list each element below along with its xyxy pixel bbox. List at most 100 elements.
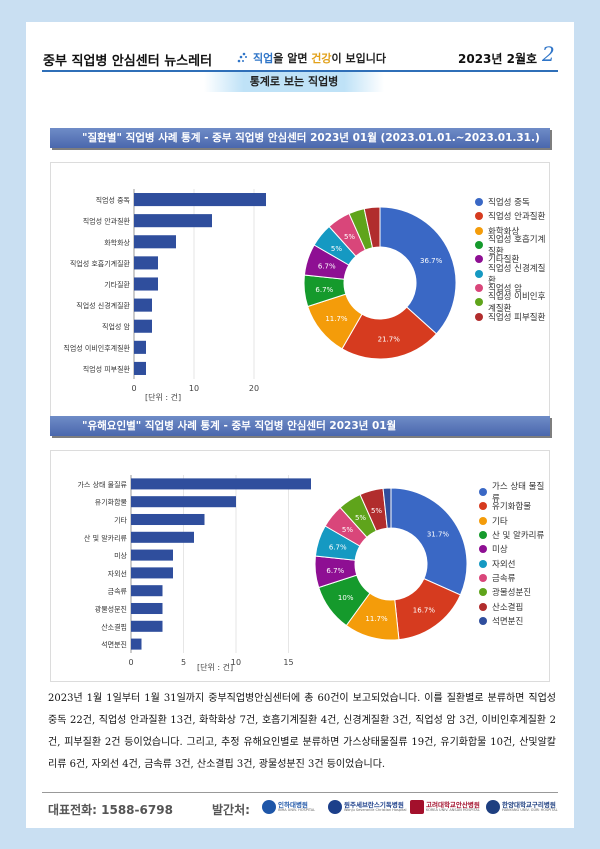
disease-category-label: 기타질환 — [104, 280, 130, 289]
disease-donut-legend-swatch — [475, 312, 483, 321]
hazard-category-label: 미상 — [114, 551, 127, 560]
hazard-category-label: 금속류 — [108, 588, 128, 596]
disease-category-label: 직업성 안과질환 — [83, 217, 131, 226]
disease-category-label: 직업성 암 — [102, 322, 131, 331]
disease-donut-legend: 직업성 중독 직업성 안과질환 화학화상 직업성 호흡기계질환 기타질환 직업성 신경계질… — [475, 195, 549, 324]
disease-bar — [134, 361, 146, 375]
disease-donut-legend-label: 직업성 암 — [488, 283, 522, 294]
disease-donut-legend-label: 직업성 안과질환 — [488, 212, 546, 223]
hazard-donut-slice-label: 6.7% — [326, 567, 344, 575]
hazard-donut-legend-item: 가스 상태 물질류 — [479, 482, 549, 504]
disease-donut-legend-swatch — [475, 269, 483, 278]
disease-donut-legend-swatch — [475, 255, 483, 264]
hazard-section-heading: "유해요인별" 직업병 사례 통계 - 중부 직업병 안심센터 2023년 01… — [50, 416, 550, 452]
slogan-part-4: 이 보입니다 — [331, 52, 386, 65]
logo-hanyang-guri[interactable]: 한양대학교구리병원 HANYANG UNIV. GURI HOSPITAL — [486, 799, 558, 815]
slogan-part-2: 을 알면 — [273, 52, 312, 65]
disease-donut-legend-item: 직업성 피부질환 — [475, 309, 549, 323]
disease-donut-legend-swatch — [475, 198, 483, 207]
hazard-bar-unit: [단위 : 건] — [197, 663, 234, 672]
disease-section-heading: "질환별" 직업병 사례 통계 - 중부 직업병 안심센터 2023년 01월 … — [50, 128, 550, 148]
hazard-donut-legend-swatch — [479, 559, 487, 568]
hazard-category-label: 산소결핍 — [101, 622, 127, 631]
newsletter-title: 중부 직업병 안심센터 뉴스레터 — [43, 54, 213, 69]
hazard-donut-slice-label: 31.7% — [427, 531, 450, 539]
hazard-donut-slice-label: 16.7% — [413, 606, 436, 614]
disease-bar — [134, 340, 146, 354]
disease-donut-legend-item: 직업성 이비인후계질환 — [475, 292, 549, 314]
hazard-donut-legend-label: 기타 — [492, 516, 508, 527]
disease-category-label: 직업성 중독 — [96, 196, 131, 205]
hazard-donut-legend-swatch — [479, 616, 487, 625]
hazard-category-label: 가스 상태 물질류 — [77, 480, 127, 489]
disease-donut-legend-label: 직업성 호흡기계질환 — [488, 235, 546, 258]
hazard-category-label: 석면분진 — [101, 640, 127, 649]
hanyang-emblem-icon — [486, 800, 500, 814]
hazard-bar — [131, 531, 194, 543]
disease-donut-legend-label: 직업성 신경계질환 — [488, 263, 546, 286]
hazard-donut-legend-swatch — [479, 588, 487, 597]
slogan-part-3: 건강 — [311, 52, 332, 65]
disease-tick-label: 0 — [131, 384, 136, 393]
hazard-donut-legend-item: 금속류 — [479, 571, 549, 585]
disease-donut-slice — [379, 206, 457, 335]
hazard-bar — [131, 620, 163, 632]
disease-category-label: 직업성 이비인후계질환 — [63, 343, 130, 352]
korea-emblem-icon — [410, 800, 424, 814]
section-band-title: 통계로 보는 직업병 — [204, 72, 384, 92]
inha-emblem-icon — [262, 800, 276, 814]
disease-donut-legend-item: 직업성 신경계질환 — [475, 264, 549, 286]
hazard-donut-slice — [382, 487, 392, 529]
disease-bar — [134, 235, 176, 249]
disease-donut-legend-swatch — [475, 241, 483, 250]
disease-donut-slice — [363, 206, 381, 249]
disease-donut-legend-label: 화학화상 — [488, 226, 520, 237]
disease-donut-legend-item: 화학화상 — [475, 224, 549, 238]
slogan-dots-icon — [237, 52, 247, 63]
logo-hanyang-name: 한양대학교구리병원 — [502, 800, 556, 809]
hazard-donut-legend-swatch — [479, 545, 487, 554]
disease-donut-legend-swatch — [475, 298, 483, 307]
logo-wonju[interactable]: 원주세브란스기독병원 Wonju Severance Christian Hosp… — [328, 799, 407, 815]
hazard-category-label: 자외선 — [108, 569, 127, 578]
disease-donut-legend-item: 기타질환 — [475, 252, 549, 266]
newsletter-page: 중부 직업병 안심센터 뉴스레터 직업을 알면 건강이 보입니다 2023년 2… — [26, 22, 574, 828]
disease-bar — [134, 319, 152, 333]
hazard-donut-legend-label: 산소결핍 — [492, 602, 524, 613]
logo-wonju-sub: Wonju Severance Christian Hospital — [344, 808, 407, 813]
hazard-category-label: 산 및 알카리류 — [84, 533, 128, 542]
wonju-emblem-icon — [328, 800, 342, 814]
disease-donut-legend-swatch — [475, 226, 483, 235]
page-number: 2 — [542, 42, 555, 66]
disease-donut-legend-swatch — [475, 212, 483, 221]
hazard-bar — [131, 496, 236, 508]
hazard-tick-label: 5 — [181, 658, 186, 667]
logo-hanyang-sub: HANYANG UNIV. GURI HOSPITAL — [502, 808, 558, 813]
hazard-donut-legend-label: 광물성분진 — [492, 588, 532, 599]
logo-korea-ansan[interactable]: 고려대학교안산병원 KOREA UNIV. ANSAN HOSPITAL — [410, 799, 480, 815]
disease-donut-slice-label: 21.7% — [378, 335, 401, 343]
disease-category-label: 직업성 호흡기계질환 — [70, 259, 131, 268]
logo-inha-sub: INHA UNIV. HOSPITAL — [278, 808, 316, 813]
disease-donut-chart: 36.7% 21.7% 11.7% 6.7% 6.7% 5%5% — [303, 206, 457, 360]
hazard-donut-legend-label: 유기화합물 — [492, 502, 532, 513]
disease-donut-slice-label: 36.7% — [420, 257, 443, 265]
disease-bar — [134, 298, 152, 312]
hazard-donut-slice-label: 5% — [355, 514, 366, 522]
disease-donut-legend-label: 직업성 이비인후계질환 — [488, 292, 546, 315]
hazard-tick-label: 15 — [283, 658, 293, 667]
hazard-donut-legend-item: 산소결핍 — [479, 599, 549, 613]
hazard-donut-legend-label: 석면분진 — [492, 616, 524, 627]
footer-divider — [42, 792, 558, 793]
logo-korea-sub: KOREA UNIV. ANSAN HOSPITAL — [426, 808, 480, 813]
hazard-donut-slice-label: 5% — [371, 507, 382, 515]
disease-donut-slice-label: 6.7% — [315, 286, 333, 294]
logo-inha[interactable]: 인하대병원 INHA UNIV. HOSPITAL — [262, 799, 315, 815]
slogan: 직업을 알면 건강이 보입니다 — [236, 50, 386, 66]
hazard-donut-legend-swatch — [479, 488, 487, 497]
hazard-donut-legend-label: 가스 상태 물질류 — [492, 482, 545, 505]
disease-category-label: 직업성 피부질환 — [83, 364, 131, 373]
hazard-donut-legend-label: 산 및 알카리류 — [492, 531, 545, 542]
disease-chart-box: 0 10 20 직업성 중독 직업성 안과질환 화학화상 직업성 호흡기계질환 기타질환 직업성… — [50, 162, 550, 417]
